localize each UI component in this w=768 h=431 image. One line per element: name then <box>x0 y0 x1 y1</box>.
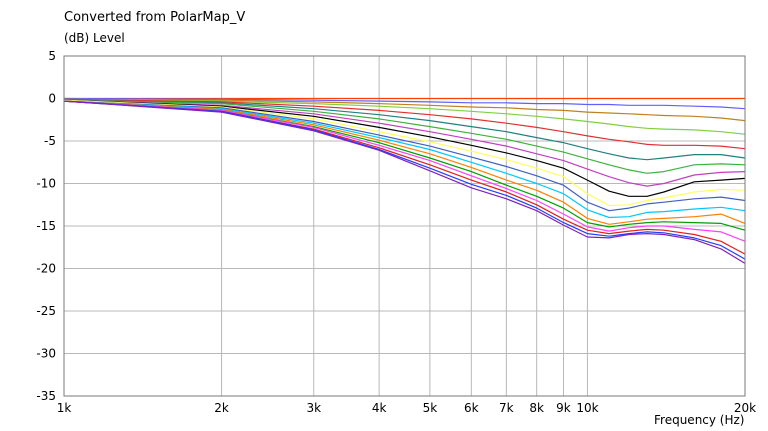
chart-title: Converted from PolarMap_V <box>64 10 246 25</box>
x-tick-label: 10k <box>576 401 598 415</box>
series-line-7 <box>63 99 746 174</box>
x-tick-labels: 1k 2k 3k 4k 5k 6k 7k 8k 9k 10k 20k <box>57 401 756 415</box>
x-axis-label: Frequency (Hz) <box>654 413 745 427</box>
y-tick-label: -30 <box>36 347 56 361</box>
series-line-10 <box>63 99 746 207</box>
x-tick-label: 8k <box>529 401 544 415</box>
y-axis-label: (dB) Level <box>64 31 125 45</box>
series-line-13 <box>63 100 746 225</box>
y-tick-label: -5 <box>44 134 56 148</box>
y-tick-label: -15 <box>36 219 56 233</box>
series-line-4 <box>63 98 746 135</box>
series-line-8 <box>63 99 746 187</box>
series-line-2 <box>63 97 746 110</box>
x-tick-label: 5k <box>423 401 438 415</box>
y-tick-label: -20 <box>36 262 56 276</box>
x-tick-label: 7k <box>499 401 514 415</box>
plot-frame <box>63 55 746 397</box>
x-tick-label: 2k <box>214 401 229 415</box>
series-line-11 <box>63 100 746 212</box>
x-tick-label: 3k <box>306 401 321 415</box>
series-line-3 <box>63 98 746 122</box>
y-tick-label: -10 <box>36 177 56 191</box>
x-tick-label: 4k <box>372 401 387 415</box>
y-tick-label: 5 <box>48 49 56 63</box>
y-tick-label: -35 <box>36 389 56 403</box>
x-tick-label: 20k <box>734 401 756 415</box>
series-line-16 <box>63 100 746 255</box>
series-line-17 <box>63 100 746 260</box>
x-tick-label: 6k <box>464 401 479 415</box>
x-tick-label: 1k <box>57 401 72 415</box>
y-tick-labels: 5 0 -5 -10 -15 -20 -25 -30 -35 <box>36 49 56 403</box>
y-tick-label: 0 <box>48 92 56 106</box>
series-line-5 <box>63 98 746 150</box>
series-line-12 <box>63 100 746 219</box>
series-line-15 <box>63 100 746 242</box>
series-line-6 <box>63 99 746 161</box>
series-lines <box>63 97 746 264</box>
series-line-18 <box>63 100 746 264</box>
y-tick-label: -25 <box>36 304 56 318</box>
series-line-14 <box>63 100 746 231</box>
x-tick-label: 9k <box>556 401 571 415</box>
series-line-9 <box>63 99 746 197</box>
